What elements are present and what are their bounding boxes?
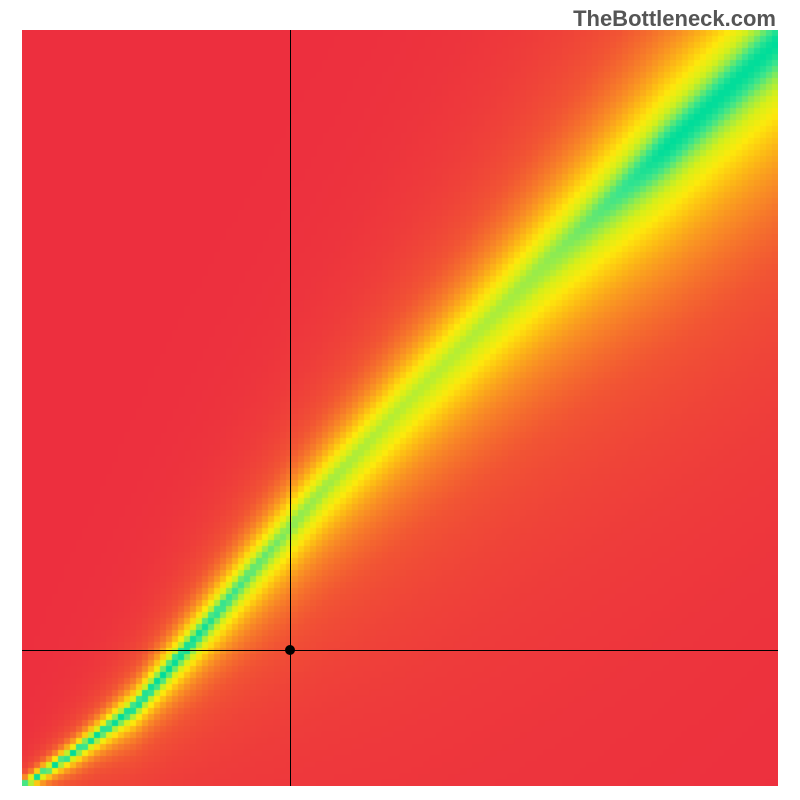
crosshair-horizontal — [22, 650, 778, 651]
crosshair-vertical — [290, 30, 291, 786]
crosshair-marker — [285, 645, 295, 655]
heatmap-canvas — [22, 30, 778, 786]
watermark-text: TheBottleneck.com — [573, 6, 776, 32]
chart-container: TheBottleneck.com — [0, 0, 800, 800]
plot-area — [22, 30, 778, 786]
